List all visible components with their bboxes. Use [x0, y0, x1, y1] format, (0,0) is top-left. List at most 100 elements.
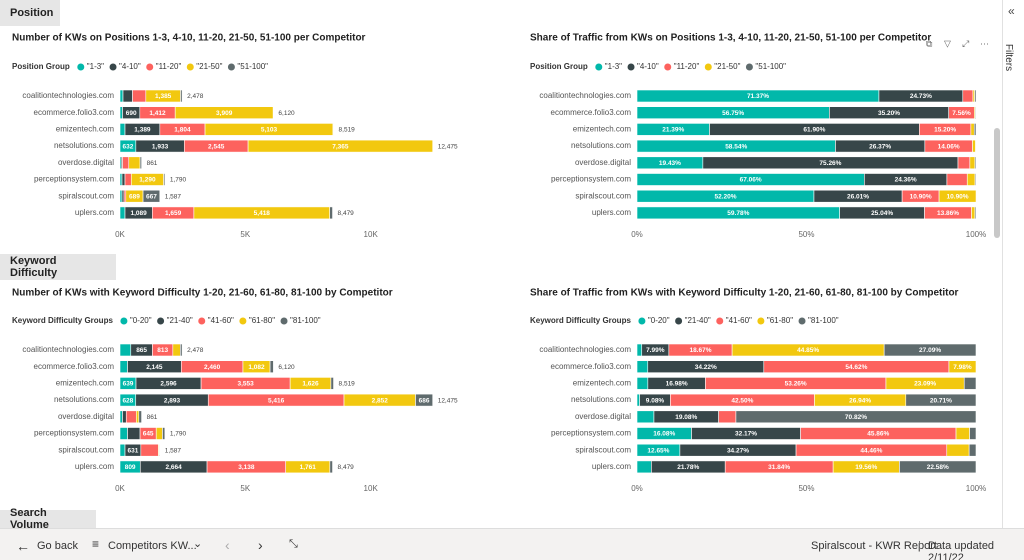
- data-label: 686: [419, 397, 430, 404]
- category-label: ecommerce.folio3.com: [34, 362, 115, 371]
- data-label: 56.75%: [722, 110, 744, 117]
- category-label: uplers.com: [75, 208, 114, 217]
- prev-page[interactable]: ‹: [225, 537, 230, 553]
- data-label: 5,416: [268, 397, 285, 404]
- data-label: 1,412: [149, 110, 166, 117]
- bar-segment: [119, 89, 124, 103]
- data-label: 44.85%: [797, 347, 819, 354]
- legend-swatch: [227, 63, 235, 71]
- data-label: 1,082: [248, 364, 265, 371]
- visual-header-icon[interactable]: ⧉: [926, 38, 933, 48]
- bar-segment: [948, 360, 977, 374]
- data-label: 52.20%: [714, 193, 736, 200]
- bar-segment: [974, 173, 977, 186]
- section-header: Position: [0, 0, 60, 26]
- bar-segment: [121, 173, 126, 186]
- total-label: 8,519: [339, 381, 356, 388]
- data-label: 10.90%: [910, 193, 932, 200]
- bar-segment: [974, 156, 977, 170]
- category-label: ecommerce.folio3.com: [551, 108, 632, 117]
- data-label: 18.67%: [689, 347, 711, 354]
- bar-segment: [162, 427, 166, 440]
- total-label: 2,478: [187, 347, 204, 354]
- legend-title: Position Group: [530, 62, 588, 71]
- filters-pane[interactable]: « Filters: [1002, 0, 1024, 528]
- next-page[interactable]: ›: [258, 537, 263, 553]
- category-label: uplers.com: [75, 462, 114, 471]
- chart-title: Number of KWs with Keyword Difficulty 1-…: [12, 288, 393, 299]
- bar-segment: [899, 460, 977, 474]
- data-label: 9.08%: [646, 397, 665, 404]
- legend-swatch: [77, 63, 85, 71]
- bar-segment: [946, 173, 968, 186]
- data-label: 7,365: [332, 143, 349, 150]
- legend-label: "1-3": [87, 62, 104, 71]
- bar-segment: [938, 189, 977, 203]
- legend-label: "41-60": [726, 316, 752, 325]
- data-label: 5,103: [261, 127, 278, 134]
- data-updated: Data updated 2/11/22: [928, 540, 995, 560]
- total-label: 12,475: [438, 143, 458, 150]
- bar-segment: [119, 123, 126, 136]
- data-label: 59.78%: [727, 210, 749, 217]
- bar-segment: [125, 410, 137, 424]
- data-label: 7.99%: [646, 347, 665, 354]
- category-label: coalitiontechnologies.com: [539, 345, 631, 354]
- data-label: 1,761: [300, 464, 317, 471]
- data-label: 10.90%: [947, 193, 969, 200]
- data-label: 35.20%: [878, 110, 900, 117]
- data-label: 2,664: [166, 464, 183, 471]
- visual-header-icon[interactable]: ⤢: [961, 38, 969, 48]
- data-label: 31.84%: [768, 464, 790, 471]
- back-icon[interactable]: ←: [16, 538, 30, 554]
- legend-swatch: [198, 317, 206, 325]
- page-selector[interactable]: Competitors KW...: [108, 540, 197, 552]
- filters-label[interactable]: Filters: [1003, 43, 1015, 72]
- bar-segment: [957, 156, 971, 170]
- data-label: 639: [123, 381, 134, 388]
- bar-segment: [269, 360, 274, 374]
- category-label: emizentech.com: [573, 125, 632, 134]
- category-label: netsolutions.com: [54, 141, 114, 150]
- bar-segment: [883, 343, 977, 357]
- category-label: uplers.com: [592, 208, 631, 217]
- bar-segment: [119, 106, 123, 119]
- data-label: 12.65%: [647, 447, 669, 454]
- visual-header-icon[interactable]: ⋯: [980, 38, 989, 48]
- bar-segment: [972, 139, 976, 153]
- data-label: 75.26%: [819, 160, 841, 167]
- bar-segment: [329, 460, 333, 474]
- legend-label: "1-3": [605, 62, 622, 71]
- total-label: 8,479: [338, 210, 355, 217]
- legend-label: "21-40": [685, 316, 711, 325]
- data-label: 44.46%: [860, 447, 882, 454]
- bar-segment: [636, 360, 649, 374]
- data-label: 16.98%: [666, 381, 688, 388]
- bar-segment: [135, 410, 140, 424]
- collapse-icon[interactable]: «: [1008, 4, 1015, 18]
- data-label: 16.08%: [653, 431, 675, 438]
- visual-header-icon[interactable]: ▽: [944, 38, 951, 48]
- bar-segment: [119, 189, 123, 203]
- legend-label: "51-100": [237, 62, 268, 71]
- legend-swatch: [146, 63, 154, 71]
- bar-segment: [905, 393, 977, 407]
- category-label: emizentech.com: [56, 379, 115, 388]
- legend-swatch: [186, 63, 194, 71]
- x-tick-label: 0%: [631, 230, 643, 239]
- scrollbar[interactable]: [994, 128, 1000, 238]
- go-back[interactable]: Go back: [37, 540, 78, 552]
- category-label: overdose.digital: [58, 158, 114, 167]
- legend-label: "21-50": [714, 62, 740, 71]
- legend-title: Keyword Difficulty Groups: [12, 316, 113, 325]
- data-label: 19.56%: [855, 464, 877, 471]
- bar-segment: [966, 173, 976, 186]
- bar-segment: [139, 156, 142, 170]
- category-label: spiralscout.com: [58, 445, 114, 454]
- dropdown-icon[interactable]: ⌄: [193, 538, 203, 550]
- data-label: 14.06%: [938, 143, 960, 150]
- bar-segment: [119, 206, 126, 220]
- legend-label: "0-20": [648, 316, 670, 325]
- data-label: 45.86%: [867, 431, 889, 438]
- fit-icon[interactable]: ⤡: [289, 538, 298, 550]
